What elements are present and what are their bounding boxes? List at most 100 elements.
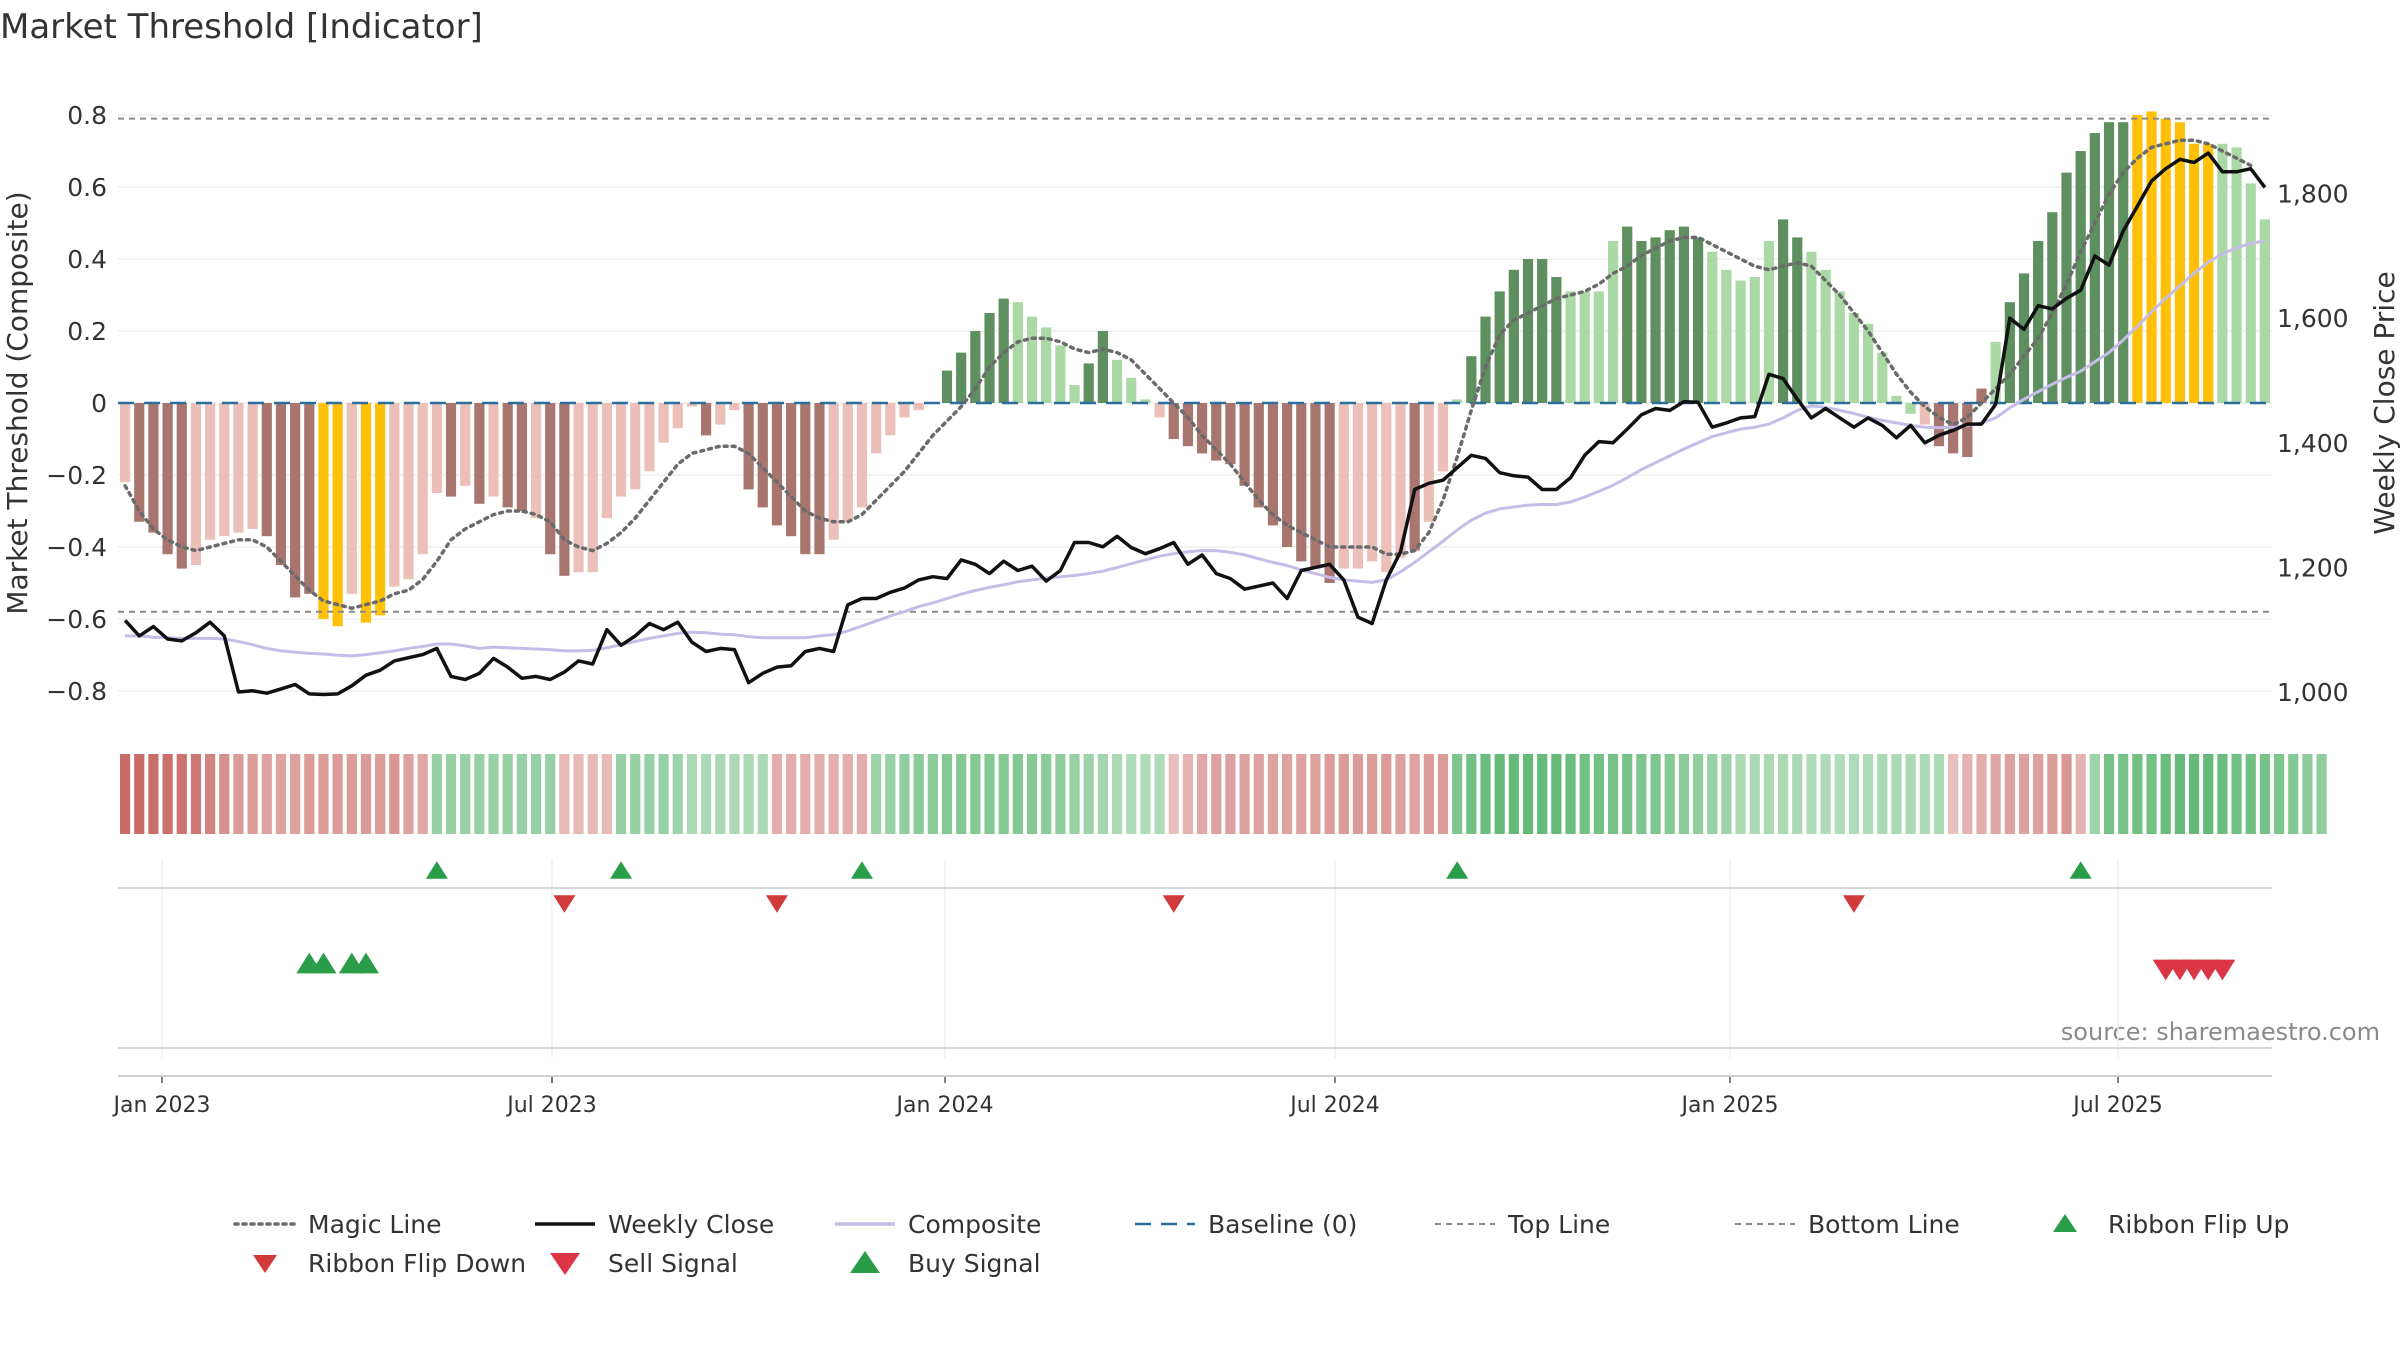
ribbon-cell: [2288, 754, 2299, 834]
ribbon-cell: [304, 754, 315, 834]
composite-bar: [630, 403, 641, 490]
ribbon-cell: [1650, 754, 1661, 834]
ribbon-cell: [190, 754, 202, 834]
composite-bar: [1636, 241, 1647, 403]
composite-bar: [1905, 403, 1916, 414]
composite-bar: [1494, 291, 1505, 403]
composite-bar: [1310, 403, 1321, 569]
legend-item-topline: Top Line: [1435, 1210, 1610, 1239]
legend-item-buy: Buy Signal: [850, 1249, 1041, 1278]
composite-bar: [2231, 147, 2242, 403]
composite-bar: [2004, 302, 2015, 403]
composite-bar: [233, 403, 244, 533]
composite-bar: [346, 403, 357, 594]
composite-bar: [1792, 237, 1803, 403]
composite-bar: [1055, 345, 1066, 403]
ribbon-cell: [1607, 754, 1619, 834]
composite-bar: [445, 403, 457, 497]
y2-axis-ticks: 1,800 1,600 1,400 1,200 1,000: [2277, 180, 2349, 707]
ribbon-cell: [1763, 754, 1775, 834]
y-tick-label: 0.4: [67, 245, 107, 274]
ribbon-cell: [1168, 754, 1179, 834]
ribbon-cell: [715, 754, 726, 834]
composite-bar: [1466, 356, 1477, 403]
composite-bar: [1423, 403, 1434, 522]
ribbon-cell: [2075, 754, 2086, 834]
ribbon-cell: [1508, 754, 1519, 834]
ribbon-cell: [700, 754, 712, 834]
composite-bar: [1749, 277, 1760, 403]
ribbon-cell: [1196, 754, 1208, 834]
ribbon-cell: [1452, 754, 1463, 834]
composite-bar: [134, 403, 145, 522]
composite-bar: [1282, 403, 1293, 547]
legend-swatch-sell: [550, 1253, 580, 1275]
legend-item-flipdown: Ribbon Flip Down: [253, 1249, 526, 1278]
ribbon-cell: [729, 754, 740, 834]
composite-bar: [2146, 111, 2157, 404]
composite-bar: [1196, 403, 1208, 454]
ribbon-cell: [290, 754, 301, 834]
composite-bar: [1933, 403, 1945, 447]
ribbon-cell: [1820, 754, 1831, 834]
ribbon-cell: [559, 754, 570, 834]
ribbon-cell: [389, 754, 400, 834]
y-tick-label: 0.6: [67, 173, 107, 202]
ribbon-cell: [460, 754, 471, 834]
ribbon-cell: [1395, 754, 1406, 834]
ribbon-cell: [1352, 754, 1364, 834]
ribbon-cell: [998, 754, 1009, 834]
x-tick-label: Jul 2025: [2071, 1093, 2163, 1118]
ribbon-cell: [318, 754, 329, 834]
legend-item-bottomline: Bottom Line: [1735, 1210, 1960, 1239]
ribbon-cell: [1480, 754, 1491, 834]
ribbon-cell: [2231, 754, 2242, 834]
ribbon-cell: [1253, 754, 1264, 834]
composite-bar: [1409, 403, 1420, 551]
composite-bar: [205, 403, 216, 540]
ribbon-cell: [1012, 754, 1023, 834]
ribbon-cell: [1863, 754, 1874, 834]
composite-bar: [1041, 327, 1052, 403]
composite-bar: [261, 403, 272, 537]
composite-bar: [2033, 241, 2044, 403]
ribbon-cell: [530, 754, 542, 834]
composite-bar: [275, 403, 287, 565]
composite-bar: [190, 403, 202, 565]
composite-bar: [148, 403, 159, 533]
ribbon-cell: [119, 754, 131, 834]
ribbon-cell: [474, 754, 485, 834]
ribbon-cell: [771, 754, 783, 834]
legend-label: Baseline (0): [1208, 1210, 1357, 1239]
legend-label: Buy Signal: [908, 1249, 1041, 1278]
composite-bar: [375, 403, 386, 616]
composite-bar: [474, 403, 485, 504]
composite-bar: [885, 403, 896, 436]
composite-bar: [290, 403, 301, 598]
ribbon-cell: [1834, 754, 1845, 834]
ribbon-flip-down-marker: [553, 895, 576, 913]
composite-bar: [1352, 403, 1364, 569]
ribbon-cell: [2160, 754, 2171, 834]
composite-bar: [162, 403, 173, 555]
ribbon-cell: [1678, 754, 1690, 834]
ribbon-cell: [1848, 754, 1860, 834]
ribbon-cell: [1891, 754, 1902, 834]
y-tick-label: −0.8: [46, 677, 107, 706]
ribbon-cell: [1537, 754, 1548, 834]
ribbon-flip-up-marker: [1446, 861, 1469, 879]
ribbon-cell: [1026, 754, 1038, 834]
ribbon-cell: [2273, 754, 2285, 834]
ribbon-cell: [219, 754, 230, 834]
ribbon-cell: [375, 754, 386, 834]
x-tick-label: Jul 2023: [505, 1093, 597, 1118]
composite-bar: [559, 403, 570, 576]
ribbon-cell: [1565, 754, 1576, 834]
y-tick-label: 0.2: [67, 317, 107, 346]
composite-bar: [1650, 237, 1661, 403]
ribbon-cell: [1962, 754, 1973, 834]
ribbon-flip-down-marker: [1162, 895, 1185, 913]
composite-bar: [1126, 377, 1137, 403]
ribbon-flip-up-marker: [850, 861, 873, 879]
composite-bar: [1508, 269, 1519, 403]
